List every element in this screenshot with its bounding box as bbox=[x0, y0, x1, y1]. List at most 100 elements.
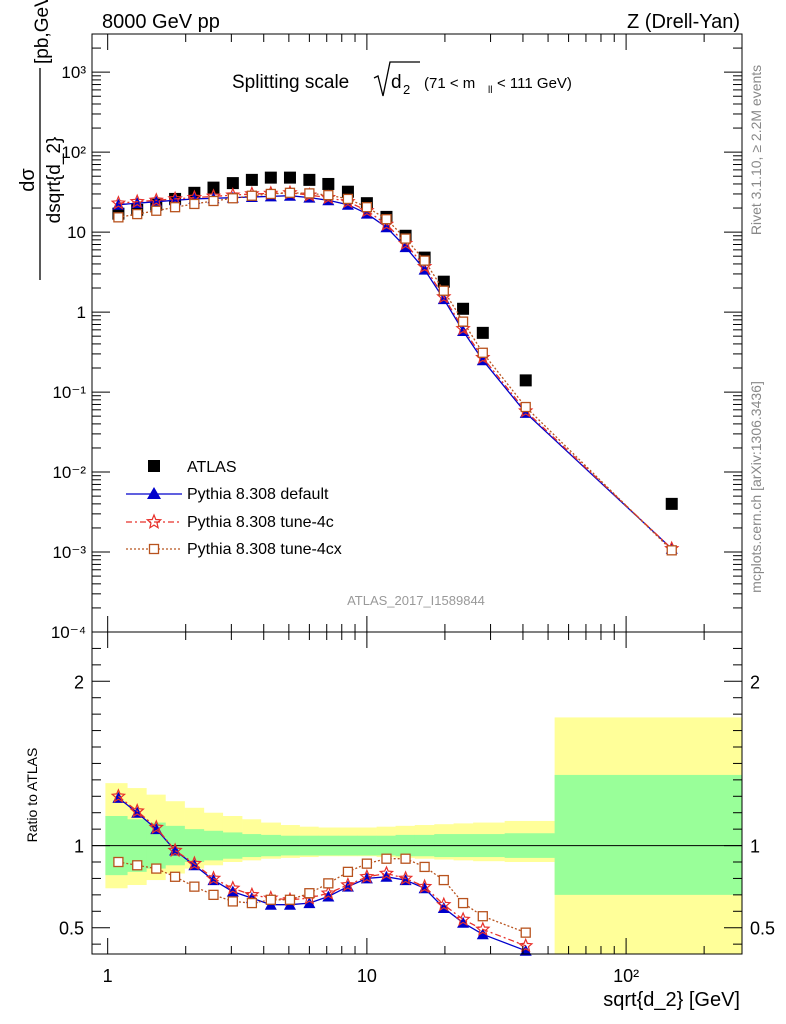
legend-item-tune-4c: Pythia 8.308 tune-4c bbox=[126, 513, 334, 531]
ratio-point-pythia-8-308-tune-4c bbox=[436, 896, 452, 912]
ratio-point-pythia-8-308-tune-4cx bbox=[400, 853, 411, 864]
plot-title: Splitting scale d 2 (71 < m ll < 111 GeV… bbox=[232, 61, 572, 97]
main-point-atlas bbox=[665, 497, 678, 510]
ratio-uncertainty-bands bbox=[105, 717, 743, 954]
ratio-plot-frame bbox=[91, 631, 743, 955]
ratio-point-pythia-8-308-tune-4cx bbox=[361, 858, 373, 869]
ratio-point-pythia-8-308-tune-4cx bbox=[113, 856, 124, 868]
ratio-point-pythia-8-308-tune-4c bbox=[205, 870, 222, 885]
main-point-atlas bbox=[226, 177, 239, 190]
main-point-atlas bbox=[322, 177, 335, 190]
ratio-point-pythia-8-308-tune-4cx bbox=[284, 894, 296, 905]
header-right: Z (Drell-Yan) bbox=[627, 11, 740, 33]
main-point-atlas bbox=[519, 374, 532, 387]
main-line-pythia-8-308-default bbox=[118, 195, 673, 550]
title-cut-sub: ll bbox=[488, 85, 492, 96]
main-point-atlas bbox=[437, 275, 450, 288]
y-tick-label-main: 10⁻¹ bbox=[52, 383, 86, 402]
ratio-point-pythia-8-308-tune-4c bbox=[148, 819, 164, 835]
ratio-line-pythia-8-308-tune-4cx bbox=[118, 858, 526, 934]
main-plot: 10⁻⁴ 10⁻³ 10⁻² 10⁻¹ 1 10 10² 10³ bbox=[51, 33, 743, 642]
y-label-unit: [pb,GeV bbox=[32, 0, 53, 64]
x-tick-label: 10² bbox=[613, 966, 639, 986]
y-tick-label-ratio: 2 bbox=[74, 672, 84, 692]
main-point-pythia-8-308-tune-4cx bbox=[169, 202, 181, 213]
main-point-pythia-8-308-tune-4cx bbox=[400, 233, 411, 244]
ratio-point-pythia-8-308-tune-4cx bbox=[132, 860, 143, 871]
main-point-pythia-8-308-tune-4cx bbox=[246, 190, 258, 201]
main-point-pythia-8-308-tune-4cx bbox=[189, 198, 200, 210]
main-line-pythia-8-308-tune-4cx bbox=[118, 192, 673, 551]
main-point-pythia-8-308-tune-4cx bbox=[381, 214, 392, 225]
legend-marker-atlas bbox=[148, 460, 160, 472]
main-point-pythia-8-308-tune-4cx bbox=[265, 188, 276, 200]
main-point-pythia-8-308-tune-4cx bbox=[113, 212, 124, 223]
x-axis-tick-labels: 1 10 10² bbox=[103, 966, 639, 986]
ratio-series-group bbox=[110, 788, 534, 956]
ratio-point-pythia-8-308-tune-4c bbox=[244, 886, 260, 902]
x-tick-label: 1 bbox=[103, 966, 113, 986]
main-point-pythia-8-308-tune-4cx bbox=[457, 316, 469, 327]
legend-label-default: Pythia 8.308 default bbox=[187, 486, 329, 503]
main-point-pythia-8-308-tune-4cx bbox=[666, 545, 677, 556]
main-point-pythia-8-308-tune-4cx bbox=[419, 255, 430, 266]
ratio-point-pythia-8-308-tune-4cx bbox=[477, 911, 488, 922]
main-point-pythia-8-308-tune-4cx bbox=[520, 401, 531, 413]
main-point-pythia-8-308-tune-4cx bbox=[304, 188, 315, 199]
ratio-point-pythia-8-308-tune-4cx bbox=[189, 881, 200, 892]
ratio-point-pythia-8-308-tune-4c bbox=[167, 842, 183, 858]
ratio-point-pythia-8-308-tune-4cx bbox=[381, 853, 392, 864]
ratio-point-pythia-8-308-default bbox=[303, 897, 316, 909]
main-point-pythia-8-308-tune-4cx bbox=[151, 205, 162, 216]
y-tick-label-ratio-right: 1 bbox=[750, 837, 760, 857]
ratio-point-pythia-8-308-tune-4cx bbox=[323, 878, 334, 889]
legend-item-default: Pythia 8.308 default bbox=[126, 486, 329, 503]
title-cut-pre: (71 < m bbox=[424, 75, 475, 92]
ratio-point-pythia-8-308-tune-4c bbox=[518, 937, 534, 953]
legend-marker-tune-4cx bbox=[148, 543, 160, 555]
main-point-atlas bbox=[476, 326, 489, 339]
x-tick-label: 10 bbox=[357, 966, 377, 986]
legend-marker-tune-4c bbox=[145, 513, 163, 529]
main-point-atlas bbox=[264, 171, 277, 184]
legend-marker-default bbox=[147, 487, 161, 499]
legend-item-tune-4cx: Pythia 8.308 tune-4cx bbox=[126, 541, 342, 558]
legend: ATLAS Pythia 8.308 default Pythia 8.308 … bbox=[126, 459, 342, 558]
ratio-point-pythia-8-308-tune-4c bbox=[225, 880, 241, 895]
title-cut-post: < 111 GeV) bbox=[497, 75, 572, 92]
ratio-point-pythia-8-308-tune-4c bbox=[340, 876, 356, 892]
y-tick-label-main: 10⁻² bbox=[52, 463, 86, 482]
ratio-band-green bbox=[554, 774, 743, 895]
ratio-axis-ticks: 0.5 0.5 1 1 2 2 bbox=[59, 632, 775, 954]
ratio-point-pythia-8-308-tune-4cx bbox=[151, 863, 162, 874]
sqrt-symbol bbox=[373, 61, 420, 97]
main-point-pythia-8-308-tune-4cx bbox=[284, 187, 296, 198]
legend-label-tune-4cx: Pythia 8.308 tune-4cx bbox=[187, 541, 342, 558]
main-point-pythia-8-308-tune-4cx bbox=[438, 285, 449, 296]
y-label-den: dsqrt{d_2} bbox=[44, 137, 65, 224]
ratio-point-pythia-8-308-tune-4c bbox=[320, 885, 336, 900]
ratio-point-pythia-8-308-tune-4c bbox=[397, 870, 414, 885]
main-point-pythia-8-308-tune-4cx bbox=[132, 208, 143, 220]
main-series-group bbox=[110, 171, 680, 556]
main-point-pythia-8-308-tune-4cx bbox=[323, 189, 334, 201]
y-axis-label-main: dσ dsqrt{d_2} [pb,GeV -1 ] bbox=[17, 0, 65, 280]
main-point-pythia-8-308-tune-4cx bbox=[361, 202, 373, 213]
ratio-point-pythia-8-308-tune-4cx bbox=[304, 888, 315, 899]
ratio-point-pythia-8-308-tune-4cx bbox=[265, 894, 276, 905]
main-point-pythia-8-308-tune-4cx bbox=[208, 195, 219, 207]
main-point-atlas bbox=[303, 173, 316, 186]
ratio-point-pythia-8-308-tune-4c bbox=[378, 865, 395, 881]
title-symbol: d bbox=[391, 72, 402, 93]
ratio-plot: 0.5 0.5 1 1 2 2 bbox=[59, 631, 775, 956]
ratio-point-pythia-8-308-tune-4cx bbox=[457, 897, 469, 909]
y-tick-label-ratio-right: 2 bbox=[750, 672, 760, 692]
main-point-atlas bbox=[207, 181, 220, 194]
ratio-point-pythia-8-308-tune-4c bbox=[475, 921, 491, 936]
main-point-pythia-8-308-tune-4c bbox=[110, 195, 127, 210]
ratio-point-pythia-8-308-tune-4cx bbox=[208, 889, 219, 901]
legend-label-tune-4c: Pythia 8.308 tune-4c bbox=[187, 514, 334, 531]
main-point-atlas bbox=[283, 171, 296, 184]
main-point-atlas bbox=[457, 302, 470, 315]
